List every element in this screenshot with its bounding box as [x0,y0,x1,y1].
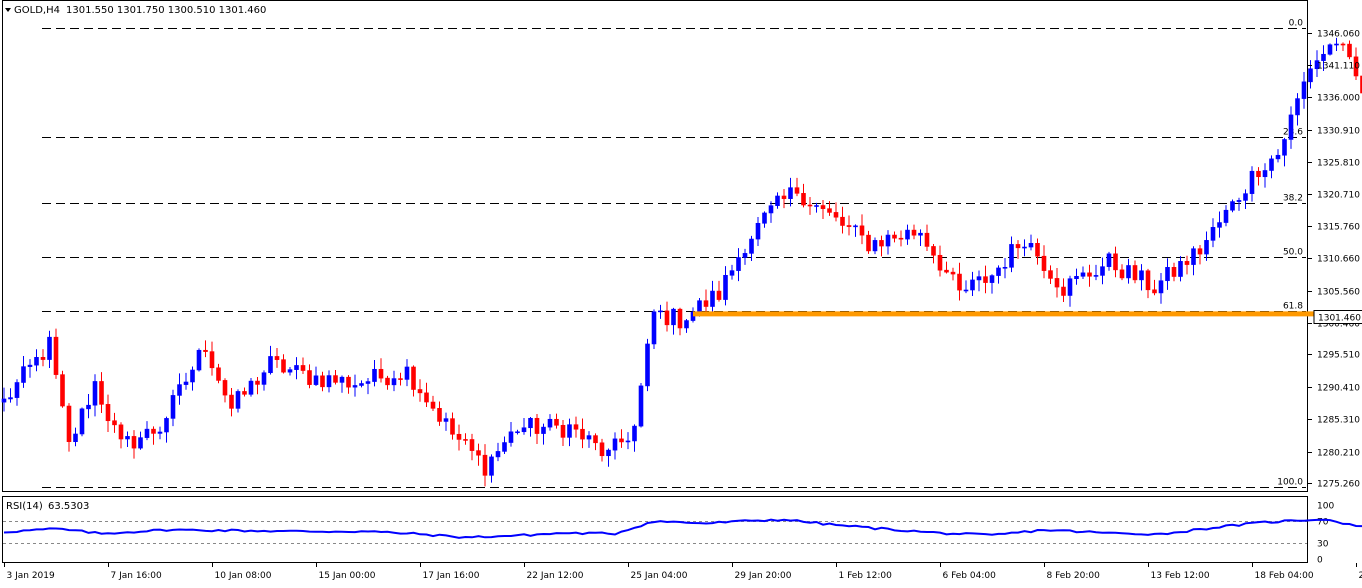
rsi-header: RSI(14) 63.5303 [6,501,89,512]
price-tick-label: 1315.760 [1317,223,1360,233]
bull-candle [639,383,643,427]
time-tick-label: 3 Jan 2019 [7,571,55,581]
price-tick-label: 1295.510 [1317,351,1360,361]
time-tick-label: 13 Feb 12:00 [1151,571,1210,581]
chart-header: GOLD,H4 1301.550 1301.750 1300.510 1301.… [5,5,266,16]
rsi-value: 63.5303 [48,501,89,512]
bull-candle [646,339,650,391]
time-tick-label: 17 Jan 16:00 [423,571,480,581]
symbol-label: GOLD,H4 [14,5,60,16]
time-tick-label: 15 Jan 00:00 [319,571,376,581]
price-tick-label: 1310.660 [1317,255,1360,265]
bull-candle [652,309,656,349]
price-tick-label: 1320.710 [1317,191,1360,201]
bull-candle [80,408,84,437]
rsi-scale-label: 100 [1317,502,1334,512]
time-tick-label: 21 Feb 00:00 [1359,571,1362,581]
time-tick-label: 1 Feb 12:00 [839,571,893,581]
price-tick-label: 1325.810 [1317,159,1360,169]
bull-candle [1231,199,1235,212]
price-tick-label: 1305.560 [1317,288,1360,298]
time-tick-label: 10 Jan 08:00 [215,571,272,581]
price-tick-label: 1280.210 [1317,449,1360,459]
current-price-label: 1301.460 [1318,314,1361,324]
bear-candle [61,371,65,408]
fib-level-label: 100.0 [1277,478,1303,488]
time-tick-label: 18 Feb 04:00 [1255,571,1314,581]
fib-level-label: 0.0 [1289,19,1304,29]
price-tick-label: 1275.260 [1317,480,1360,490]
price-tick-label: 1336.000 [1317,94,1360,104]
time-tick-label: 8 Feb 20:00 [1047,571,1101,581]
price-tick-label: 1285.310 [1317,416,1360,426]
bull-candle [1328,43,1332,55]
rsi-label: RSI(14) [6,501,43,512]
rsi-scale-label: 30 [1317,540,1329,550]
time-tick-label: 22 Jan 12:00 [527,571,584,581]
time-tick-label: 29 Jan 20:00 [735,571,792,581]
price-tick-label: 1330.910 [1317,127,1360,137]
price-tick-label: 1341.110 [1317,62,1360,72]
bull-candle [197,348,201,371]
fib-level-label: 61.8 [1283,302,1303,312]
price-axis: 1346.060 1341.110 1336.000 1330.910 1325.810… [1308,30,1362,490]
price-tick-label: 1290.410 [1317,384,1360,394]
time-tick-label: 25 Jan 04:00 [631,571,688,581]
time-tick-label: 7 Jan 16:00 [111,571,163,581]
fib-level-label: 38.2 [1283,194,1303,204]
ohlc-values: 1301.550 1301.750 1300.510 1301.460 [66,5,266,16]
fib-level-label: 50.0 [1283,248,1303,258]
price-tick-label: 1346.060 [1317,30,1360,40]
time-tick-label: 6 Feb 04:00 [943,571,997,581]
rsi-scale-label: 0 [1317,556,1323,566]
